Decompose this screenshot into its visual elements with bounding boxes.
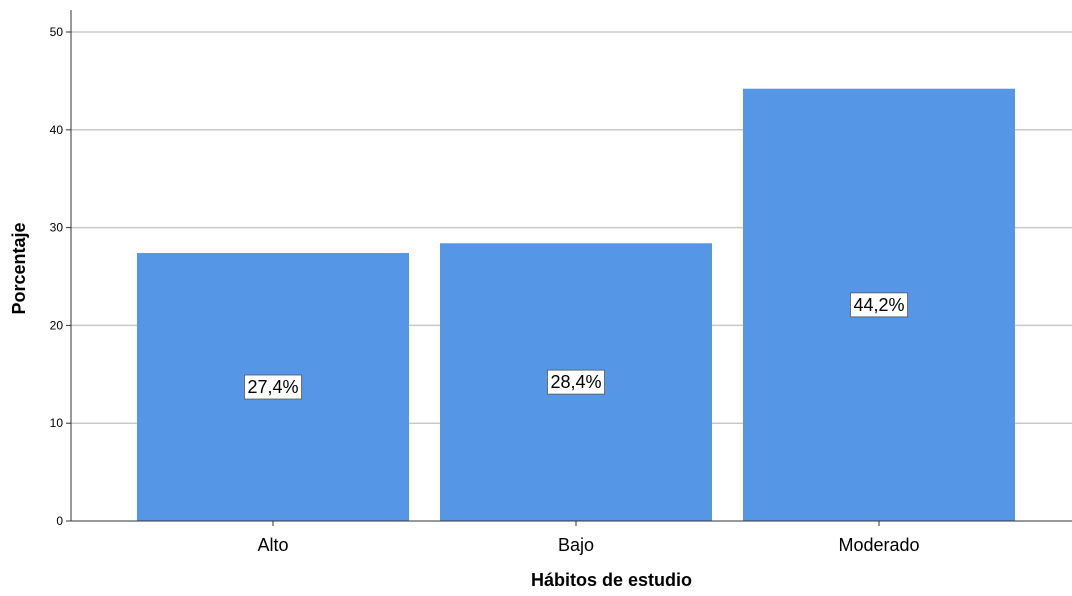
x-tick-label: Moderado (838, 535, 919, 555)
y-tick-label: 40 (50, 123, 64, 137)
data-labels: 27,4% 28,4% 44,2% (244, 292, 908, 400)
y-tick-label: 30 (50, 221, 64, 235)
data-label: 44,2% (850, 292, 908, 318)
y-tick-labels: 0 10 20 30 40 50 (50, 25, 64, 528)
y-axis-title: Porcentaje (9, 222, 29, 314)
y-tick-label: 50 (50, 25, 64, 39)
data-label-text: 44,2% (853, 295, 904, 315)
x-tick-labels: Alto Bajo Moderado (257, 521, 920, 555)
data-label: 28,4% (547, 369, 605, 395)
data-label-box (547, 369, 605, 395)
data-label-box (850, 292, 908, 318)
y-tick-label: 0 (56, 514, 63, 528)
axes (70, 10, 1072, 522)
x-tick-label: Bajo (558, 535, 594, 555)
data-label-box (244, 374, 302, 400)
y-tick-label: 20 (50, 318, 64, 332)
data-label-text: 27,4% (247, 377, 298, 397)
data-label-text: 28,4% (550, 372, 601, 392)
y-tick-label: 10 (50, 416, 64, 430)
data-label: 27,4% (244, 374, 302, 400)
x-tick-label: Alto (257, 535, 288, 555)
x-axis-title: Hábitos de estudio (531, 570, 692, 590)
